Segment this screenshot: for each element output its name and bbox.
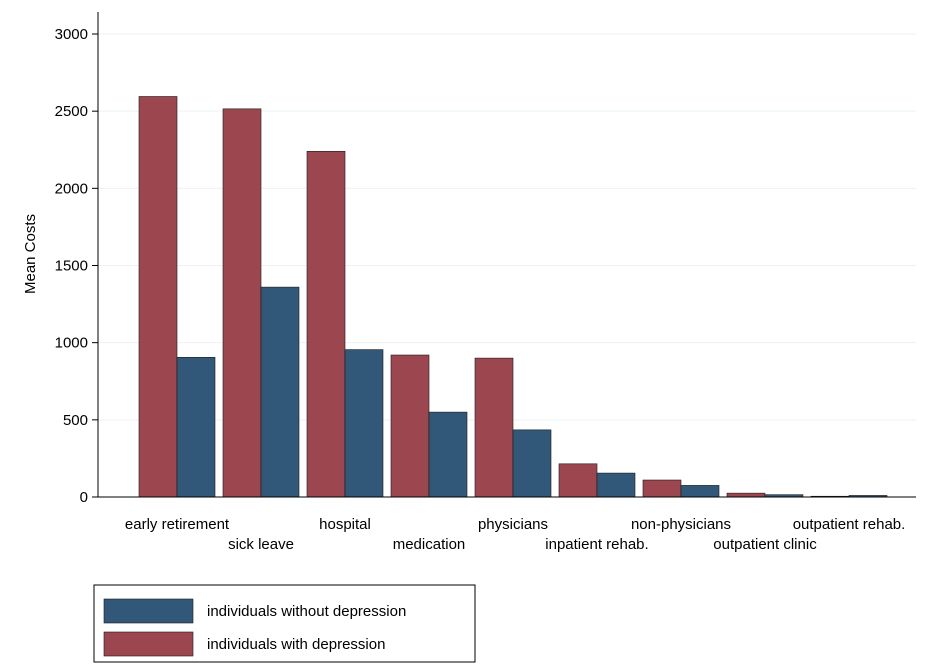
y-tick-labels: 0 500 1000 1500 2000 2500 3000 — [55, 26, 88, 506]
legend-swatch — [103, 598, 194, 624]
x-tick-label: sick leave — [228, 536, 294, 553]
x-tick-labels: early retirement sick leave hospital medica… — [125, 516, 905, 553]
legend: individuals without depression individual… — [93, 584, 476, 663]
y-axis-title: Mean Costs — [22, 214, 39, 294]
x-tick-label: hospital — [319, 516, 371, 533]
y-tick-label: 1000 — [55, 335, 88, 352]
x-tick-label: physicians — [478, 516, 548, 533]
legend-swatch — [103, 631, 194, 657]
bar-with-depression — [390, 354, 430, 498]
bar-without-depression — [176, 357, 216, 498]
legend-label: individuals with depression — [207, 636, 385, 653]
bar-with-depression — [222, 108, 262, 498]
bar-with-depression — [558, 463, 598, 498]
bar-without-depression — [512, 429, 552, 498]
x-tick-label: non-physicians — [631, 516, 731, 533]
bars — [138, 96, 888, 498]
legend-label: individuals without depression — [207, 603, 406, 620]
bar-without-depression — [428, 411, 468, 498]
bar-with-depression — [474, 357, 514, 498]
bar-with-depression — [642, 479, 682, 498]
bar-with-depression — [306, 150, 346, 498]
axes — [92, 12, 916, 498]
bar-without-depression — [680, 485, 720, 498]
y-tick-label: 0 — [80, 489, 88, 506]
x-tick-label: early retirement — [125, 516, 230, 533]
bar-with-depression — [138, 96, 178, 498]
bar-with-depression — [726, 492, 766, 498]
y-tick-label: 3000 — [55, 26, 88, 43]
y-tick-label: 2500 — [55, 103, 88, 120]
x-tick-label: medication — [393, 536, 466, 553]
x-tick-label: outpatient rehab. — [793, 516, 906, 533]
y-tick-label: 1500 — [55, 258, 88, 275]
bar-without-depression — [596, 472, 636, 498]
y-tick-label: 500 — [63, 412, 88, 429]
bar-without-depression — [344, 349, 384, 498]
x-tick-label: outpatient clinic — [713, 536, 817, 553]
x-tick-label: inpatient rehab. — [545, 536, 648, 553]
bar-without-depression — [260, 286, 300, 498]
y-tick-label: 2000 — [55, 180, 88, 197]
